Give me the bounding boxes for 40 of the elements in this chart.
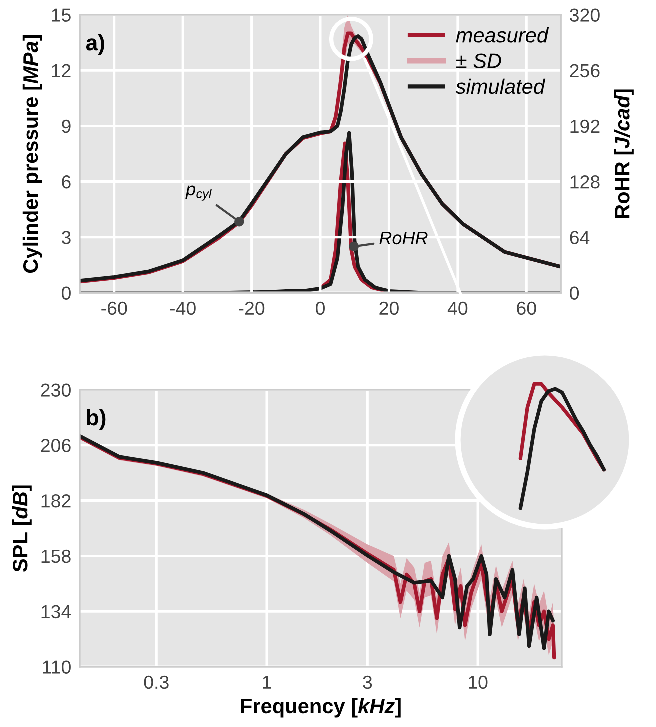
x-axis-title: Frequency [kHz] xyxy=(241,698,401,718)
y-tick-label: 230 xyxy=(41,384,71,397)
y2-tick-label: 192 xyxy=(570,120,600,134)
x-tick-label: 60 xyxy=(517,302,536,316)
annotation: ± SD xyxy=(456,54,502,68)
annotation: p$_{cyl}$ xyxy=(186,186,212,201)
x-tick-label: -20 xyxy=(239,302,265,316)
x-tick-label: -40 xyxy=(170,302,196,316)
x-tick-label: 0 xyxy=(316,302,325,316)
y2-tick-label: 320 xyxy=(570,8,600,22)
x-tick-label: 0.3 xyxy=(144,676,169,690)
y-axis-title: Cylinder pressure [MPa] xyxy=(22,35,42,274)
y-tick-label: 110 xyxy=(43,660,71,674)
y2-tick-label: 128 xyxy=(570,176,600,189)
annotation: RoHR xyxy=(380,232,428,245)
y-tick-label: 15 xyxy=(52,8,71,22)
legend-label: simulated xyxy=(456,78,546,94)
x-tick-label: 10 xyxy=(469,676,488,690)
y-tick-label: 182 xyxy=(42,494,71,508)
x-tick-label: 3 xyxy=(363,676,372,690)
y2-tick-label: 256 xyxy=(570,64,600,78)
y-tick-label: 9 xyxy=(62,120,71,134)
y2-axis-title: RoHR [J/cad] xyxy=(614,90,634,218)
y-tick-label: 6 xyxy=(62,176,71,189)
y-axis-title: SPL [dB] xyxy=(12,486,32,572)
y-tick-label: 12 xyxy=(52,64,71,78)
y-tick-label: 0 xyxy=(62,286,71,300)
x-tick-label: -60 xyxy=(102,302,128,316)
x-tick-label: 1 xyxy=(263,676,272,689)
x-tick-label: 40 xyxy=(448,302,468,316)
annotation: b) xyxy=(87,409,106,430)
y-tick-label: 3 xyxy=(62,231,71,244)
legend-label: measured xyxy=(456,28,550,43)
x-tick-label: 20 xyxy=(380,302,399,316)
y-tick-label: 134 xyxy=(42,605,72,619)
y-tick-label: 206 xyxy=(41,439,71,452)
annotation: a) xyxy=(86,34,104,56)
y-tick-label: 158 xyxy=(42,550,71,564)
y2-tick-label: 0 xyxy=(570,286,580,300)
y2-tick-label: 64 xyxy=(570,231,590,244)
